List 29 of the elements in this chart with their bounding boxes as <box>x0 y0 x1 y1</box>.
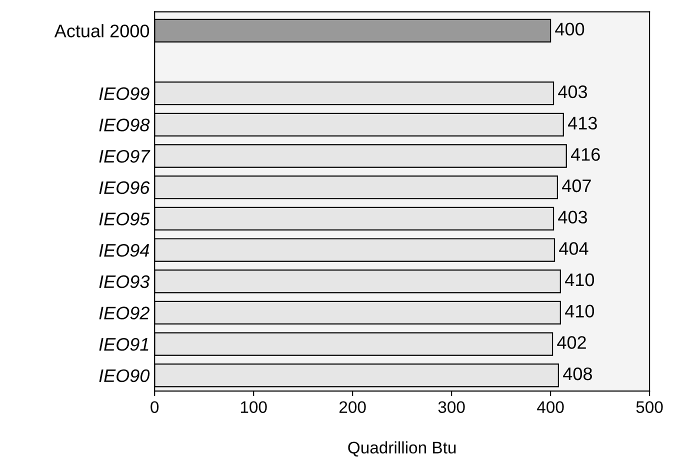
x-tick-label: 200 <box>339 401 366 414</box>
x-tick-label: 300 <box>438 401 465 414</box>
data-label: 403 <box>558 210 588 224</box>
y-tick-label: IEO92 <box>99 306 150 320</box>
data-label: 410 <box>565 304 594 318</box>
y-tick-label: IEO95 <box>99 212 150 226</box>
data-label: 402 <box>557 336 586 349</box>
x-tick-label: 500 <box>636 401 663 414</box>
data-label: 413 <box>568 116 597 130</box>
y-tick-label: IEO96 <box>99 181 150 194</box>
data-label: 403 <box>558 85 588 98</box>
y-tick-label: IEO90 <box>99 369 150 382</box>
y-tick-label: IEO99 <box>99 87 150 100</box>
y-tick-label: Actual 2000 <box>54 24 150 38</box>
x-tick-label: 100 <box>240 401 267 414</box>
data-label: 408 <box>563 367 592 380</box>
y-tick-label: IEO91 <box>99 338 148 351</box>
data-label: 410 <box>565 273 594 286</box>
x-axis-title: Quadrillion Btu <box>348 441 456 457</box>
x-tick-label: 0 <box>150 401 159 414</box>
y-tick-label: IEO97 <box>99 150 150 163</box>
y-tick-label: IEO98 <box>99 118 150 132</box>
y-tick-label: IEO93 <box>99 275 150 288</box>
data-label: 404 <box>559 242 588 255</box>
y-tick-label: IEO94 <box>99 244 150 257</box>
x-tick-label: 400 <box>537 401 564 414</box>
data-label: 416 <box>570 148 600 161</box>
data-label: 400 <box>555 22 584 36</box>
data-label: 407 <box>562 179 591 192</box>
